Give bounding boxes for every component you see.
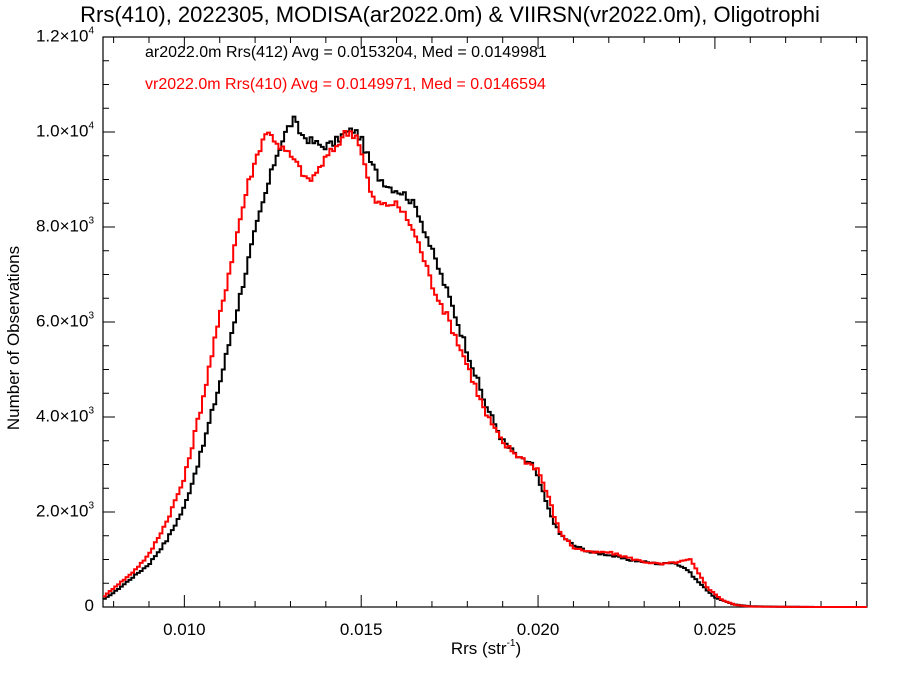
x-axis-label-end: ): [515, 639, 522, 658]
x-axis-label: Rrs (str-1): [451, 638, 521, 659]
y-tick-base: 8.0×10: [35, 216, 89, 236]
series-vr2022-histogram: [103, 130, 867, 608]
legend-entry-ar2022: ar2022.0m Rrs(412) Avg = 0.0153204, Med …: [145, 44, 547, 61]
series-ar2022-histogram: [103, 115, 867, 608]
series-layer: [103, 115, 867, 608]
y-tick-base: 0: [84, 596, 94, 615]
y-tick-base: 6.0×10: [35, 311, 89, 331]
y-tick-label: 6.0×103: [36, 310, 94, 331]
y-tick-base: 1.2×10: [35, 26, 89, 46]
axis-ticks: [103, 36, 867, 608]
x-tick-label: 0.010: [163, 620, 206, 639]
y-tick-exponent: 3: [88, 215, 94, 227]
plot-frame: [102, 36, 868, 608]
x-tick-label: 0.015: [339, 620, 383, 639]
y-tick-base: 1.0×10: [35, 121, 89, 141]
x-tick-label: 0.025: [693, 620, 737, 639]
legend-entry-vr2022: vr2022.0m Rrs(410) Avg = 0.0149971, Med …: [145, 76, 546, 93]
y-tick-label: 4.0×103: [36, 405, 94, 426]
x-tick-label: 0.020: [516, 620, 560, 639]
y-tick-label: 1.0×104: [36, 120, 94, 141]
y-tick-base: 4.0×10: [35, 406, 89, 426]
y-tick-exponent: 4: [88, 25, 94, 37]
x-axis-label-exponent: -1: [506, 638, 516, 649]
y-axis-label: Number of Observations: [4, 245, 23, 431]
y-tick-exponent: 3: [88, 310, 94, 322]
x-axis-label-text: Rrs (str: [450, 639, 507, 658]
chart-title: Rrs(410), 2022305, MODISA(ar2022.0m) & V…: [80, 2, 820, 27]
y-tick-label: 1.2×104: [36, 25, 94, 46]
y-tick-base: 2.0×10: [35, 501, 89, 521]
y-tick-label: 2.0×103: [36, 500, 94, 521]
y-tick-label: 0: [85, 596, 94, 616]
y-tick-exponent: 4: [88, 120, 94, 132]
y-tick-exponent: 3: [88, 405, 94, 417]
y-tick-exponent: 3: [88, 500, 94, 512]
y-tick-label: 8.0×103: [36, 215, 94, 236]
